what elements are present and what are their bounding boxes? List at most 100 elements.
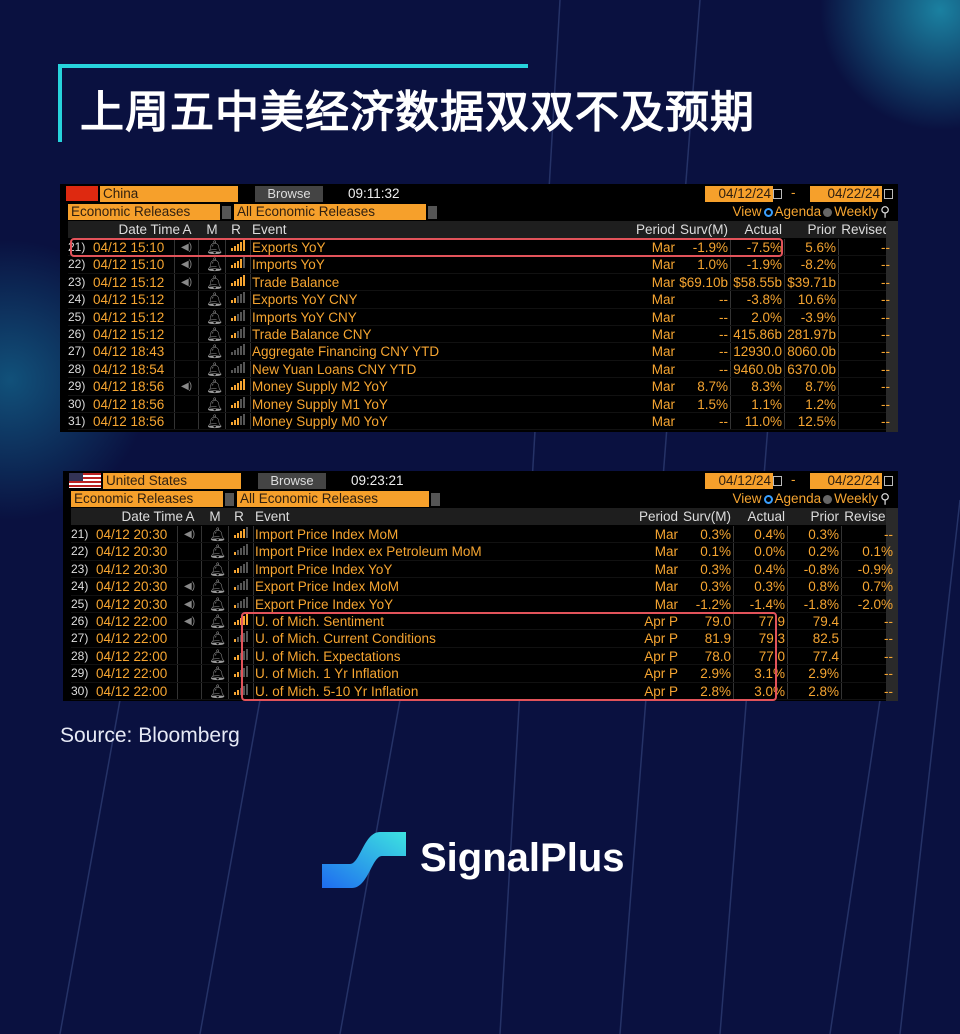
- column-header-m[interactable]: M: [206, 222, 218, 237]
- column-header-date-time[interactable]: Date Time: [121, 509, 183, 524]
- column-header-actual[interactable]: Actual: [744, 222, 782, 237]
- column-header-m[interactable]: M: [209, 509, 221, 524]
- alert-bell-icon[interactable]: 🔔︎: [209, 579, 227, 595]
- country-field[interactable]: United States: [103, 473, 241, 489]
- alert-bell-icon[interactable]: 🔔︎: [209, 544, 227, 560]
- weekly-label[interactable]: Weekly: [834, 204, 879, 219]
- column-header-date-time[interactable]: Date Time: [118, 222, 180, 237]
- row-number[interactable]: 25): [71, 596, 89, 611]
- row-number[interactable]: 28): [68, 361, 86, 376]
- table-row[interactable]: 28) 04/12 18:54 🔔︎ New Yuan Loans CNY YTD Ma…: [68, 360, 890, 379]
- speaker-icon[interactable]: ◀): [184, 581, 196, 593]
- agenda-label[interactable]: Agenda: [774, 204, 822, 219]
- alert-bell-icon[interactable]: 🔔︎: [209, 596, 227, 612]
- column-header-event[interactable]: Event: [252, 222, 287, 237]
- scrollbar[interactable]: [886, 508, 898, 701]
- agenda-label[interactable]: Agenda: [774, 491, 822, 506]
- browse-button[interactable]: Browse: [258, 473, 326, 489]
- calendar-icon[interactable]: [773, 476, 782, 486]
- row-number[interactable]: 31): [68, 414, 86, 428]
- table-row[interactable]: 23) 04/12 20:30 🔔︎ Import Price Index YoY Ma…: [71, 560, 893, 579]
- alert-bell-icon[interactable]: 🔔︎: [206, 240, 224, 255]
- row-number[interactable]: 27): [68, 344, 86, 359]
- table-row[interactable]: 27) 04/12 18:43 🔔︎ Aggregate Financing CNY …: [68, 343, 890, 361]
- table-row[interactable]: 31) 04/12 18:56 🔔︎ Money Supply M0 YoY Mar --…: [68, 413, 890, 431]
- alert-bell-icon[interactable]: 🔔︎: [206, 379, 224, 395]
- speaker-icon[interactable]: ◀): [181, 259, 193, 271]
- column-header-r[interactable]: R: [231, 222, 241, 237]
- row-number[interactable]: 26): [71, 614, 89, 628]
- row-number[interactable]: 25): [68, 309, 86, 324]
- column-header-revised[interactable]: Revised: [841, 222, 890, 237]
- row-number[interactable]: 28): [71, 648, 89, 663]
- row-number[interactable]: 27): [71, 631, 89, 646]
- table-row[interactable]: 22) 04/12 15:10 ◀) 🔔︎ Imports YoY Mar 1.0% -1.9…: [68, 256, 890, 274]
- browse-button[interactable]: Browse: [255, 186, 323, 202]
- agenda-radio[interactable]: [763, 494, 773, 504]
- column-header-period[interactable]: Period: [635, 222, 675, 237]
- column-header-prior[interactable]: Prior: [810, 509, 839, 524]
- chevron-down-icon[interactable]: [222, 206, 231, 219]
- weekly-radio[interactable]: [823, 494, 833, 504]
- alert-bell-icon[interactable]: 🔔︎: [206, 327, 224, 342]
- table-row[interactable]: 23) 04/12 15:12 ◀) 🔔︎ Trade Balance Mar $69.10…: [68, 273, 890, 292]
- row-number[interactable]: 30): [68, 396, 86, 411]
- table-row[interactable]: 22) 04/12 20:30 🔔︎ Import Price Index ex Pe…: [71, 543, 893, 561]
- alert-bell-icon[interactable]: 🔔︎: [209, 614, 227, 629]
- row-number[interactable]: 26): [68, 327, 86, 341]
- alert-bell-icon[interactable]: 🔔︎: [209, 527, 227, 542]
- row-number[interactable]: 23): [71, 561, 89, 576]
- table-row[interactable]: 26) 04/12 22:00 ◀) 🔔︎ U. of Mich. Sentiment A…: [71, 613, 893, 631]
- table-row[interactable]: 24) 04/12 15:12 🔔︎ Exports YoY CNY Mar -- -3.8…: [68, 291, 890, 309]
- calendar-icon[interactable]: [884, 476, 893, 486]
- country-field[interactable]: China: [100, 186, 238, 202]
- column-header-r[interactable]: R: [234, 509, 244, 524]
- chevron-down-icon[interactable]: [428, 206, 437, 219]
- column-header-a[interactable]: A: [182, 222, 192, 237]
- speaker-icon[interactable]: ◀): [181, 242, 193, 253]
- column-header-period[interactable]: Period: [638, 509, 678, 524]
- column-header-surv[interactable]: Surv(M): [680, 222, 728, 237]
- speaker-icon[interactable]: ◀): [184, 529, 196, 540]
- scrollbar[interactable]: [886, 221, 898, 432]
- speaker-icon[interactable]: ◀): [184, 616, 196, 627]
- zoom-icon[interactable]: ⚲: [880, 204, 890, 219]
- alert-bell-icon[interactable]: 🔔︎: [206, 309, 224, 325]
- column-header-revised[interactable]: Revised: [844, 509, 893, 524]
- chevron-down-icon[interactable]: [225, 493, 234, 506]
- column-header-prior[interactable]: Prior: [807, 222, 836, 237]
- table-row[interactable]: 26) 04/12 15:12 🔔︎ Trade Balance CNY Mar -- 41…: [68, 326, 890, 344]
- alert-bell-icon[interactable]: 🔔︎: [206, 274, 224, 290]
- table-row[interactable]: 30) 04/12 18:56 🔔︎ Money Supply M1 YoY Mar 1.…: [68, 395, 890, 413]
- row-number[interactable]: 29): [71, 666, 89, 681]
- speaker-icon[interactable]: ◀): [181, 276, 193, 288]
- date-from-field[interactable]: 04/12/24: [705, 473, 773, 489]
- row-number[interactable]: 23): [68, 274, 86, 289]
- calendar-icon[interactable]: [884, 189, 893, 199]
- weekly-label[interactable]: Weekly: [834, 491, 879, 506]
- row-number[interactable]: 24): [68, 292, 86, 307]
- alert-bell-icon[interactable]: 🔔︎: [209, 561, 227, 577]
- weekly-radio[interactable]: [823, 207, 833, 217]
- filter-dropdown[interactable]: All Economic Releases: [234, 204, 426, 220]
- alert-bell-icon[interactable]: 🔔︎: [206, 344, 224, 360]
- alert-bell-icon[interactable]: 🔔︎: [209, 666, 227, 682]
- row-number[interactable]: 30): [71, 683, 89, 698]
- column-header-event[interactable]: Event: [255, 509, 290, 524]
- date-from-field[interactable]: 04/12/24: [705, 186, 773, 202]
- column-header-surv[interactable]: Surv(M): [683, 509, 731, 524]
- alert-bell-icon[interactable]: 🔔︎: [206, 292, 224, 308]
- alert-bell-icon[interactable]: 🔔︎: [206, 361, 224, 377]
- table-row[interactable]: 21) 04/12 15:10 ◀) 🔔︎ Exports YoY Mar -1.9% -7.…: [68, 239, 890, 257]
- alert-bell-icon[interactable]: 🔔︎: [206, 396, 224, 412]
- alert-bell-icon[interactable]: 🔔︎: [209, 631, 227, 647]
- agenda-radio[interactable]: [763, 207, 773, 217]
- table-row[interactable]: 29) 04/12 18:56 ◀) 🔔︎ Money Supply M2 YoY Mar…: [68, 378, 890, 396]
- table-row[interactable]: 21) 04/12 20:30 ◀) 🔔︎ Import Price Index MoM…: [71, 526, 893, 544]
- calendar-icon[interactable]: [773, 189, 782, 199]
- category-dropdown[interactable]: Economic Releases: [71, 491, 223, 507]
- row-number[interactable]: 21): [71, 527, 89, 541]
- table-row[interactable]: 25) 04/12 20:30 ◀) 🔔︎ Export Price Index YoY…: [71, 595, 893, 613]
- date-to-field[interactable]: 04/22/24: [810, 186, 882, 202]
- alert-bell-icon[interactable]: 🔔︎: [209, 648, 227, 664]
